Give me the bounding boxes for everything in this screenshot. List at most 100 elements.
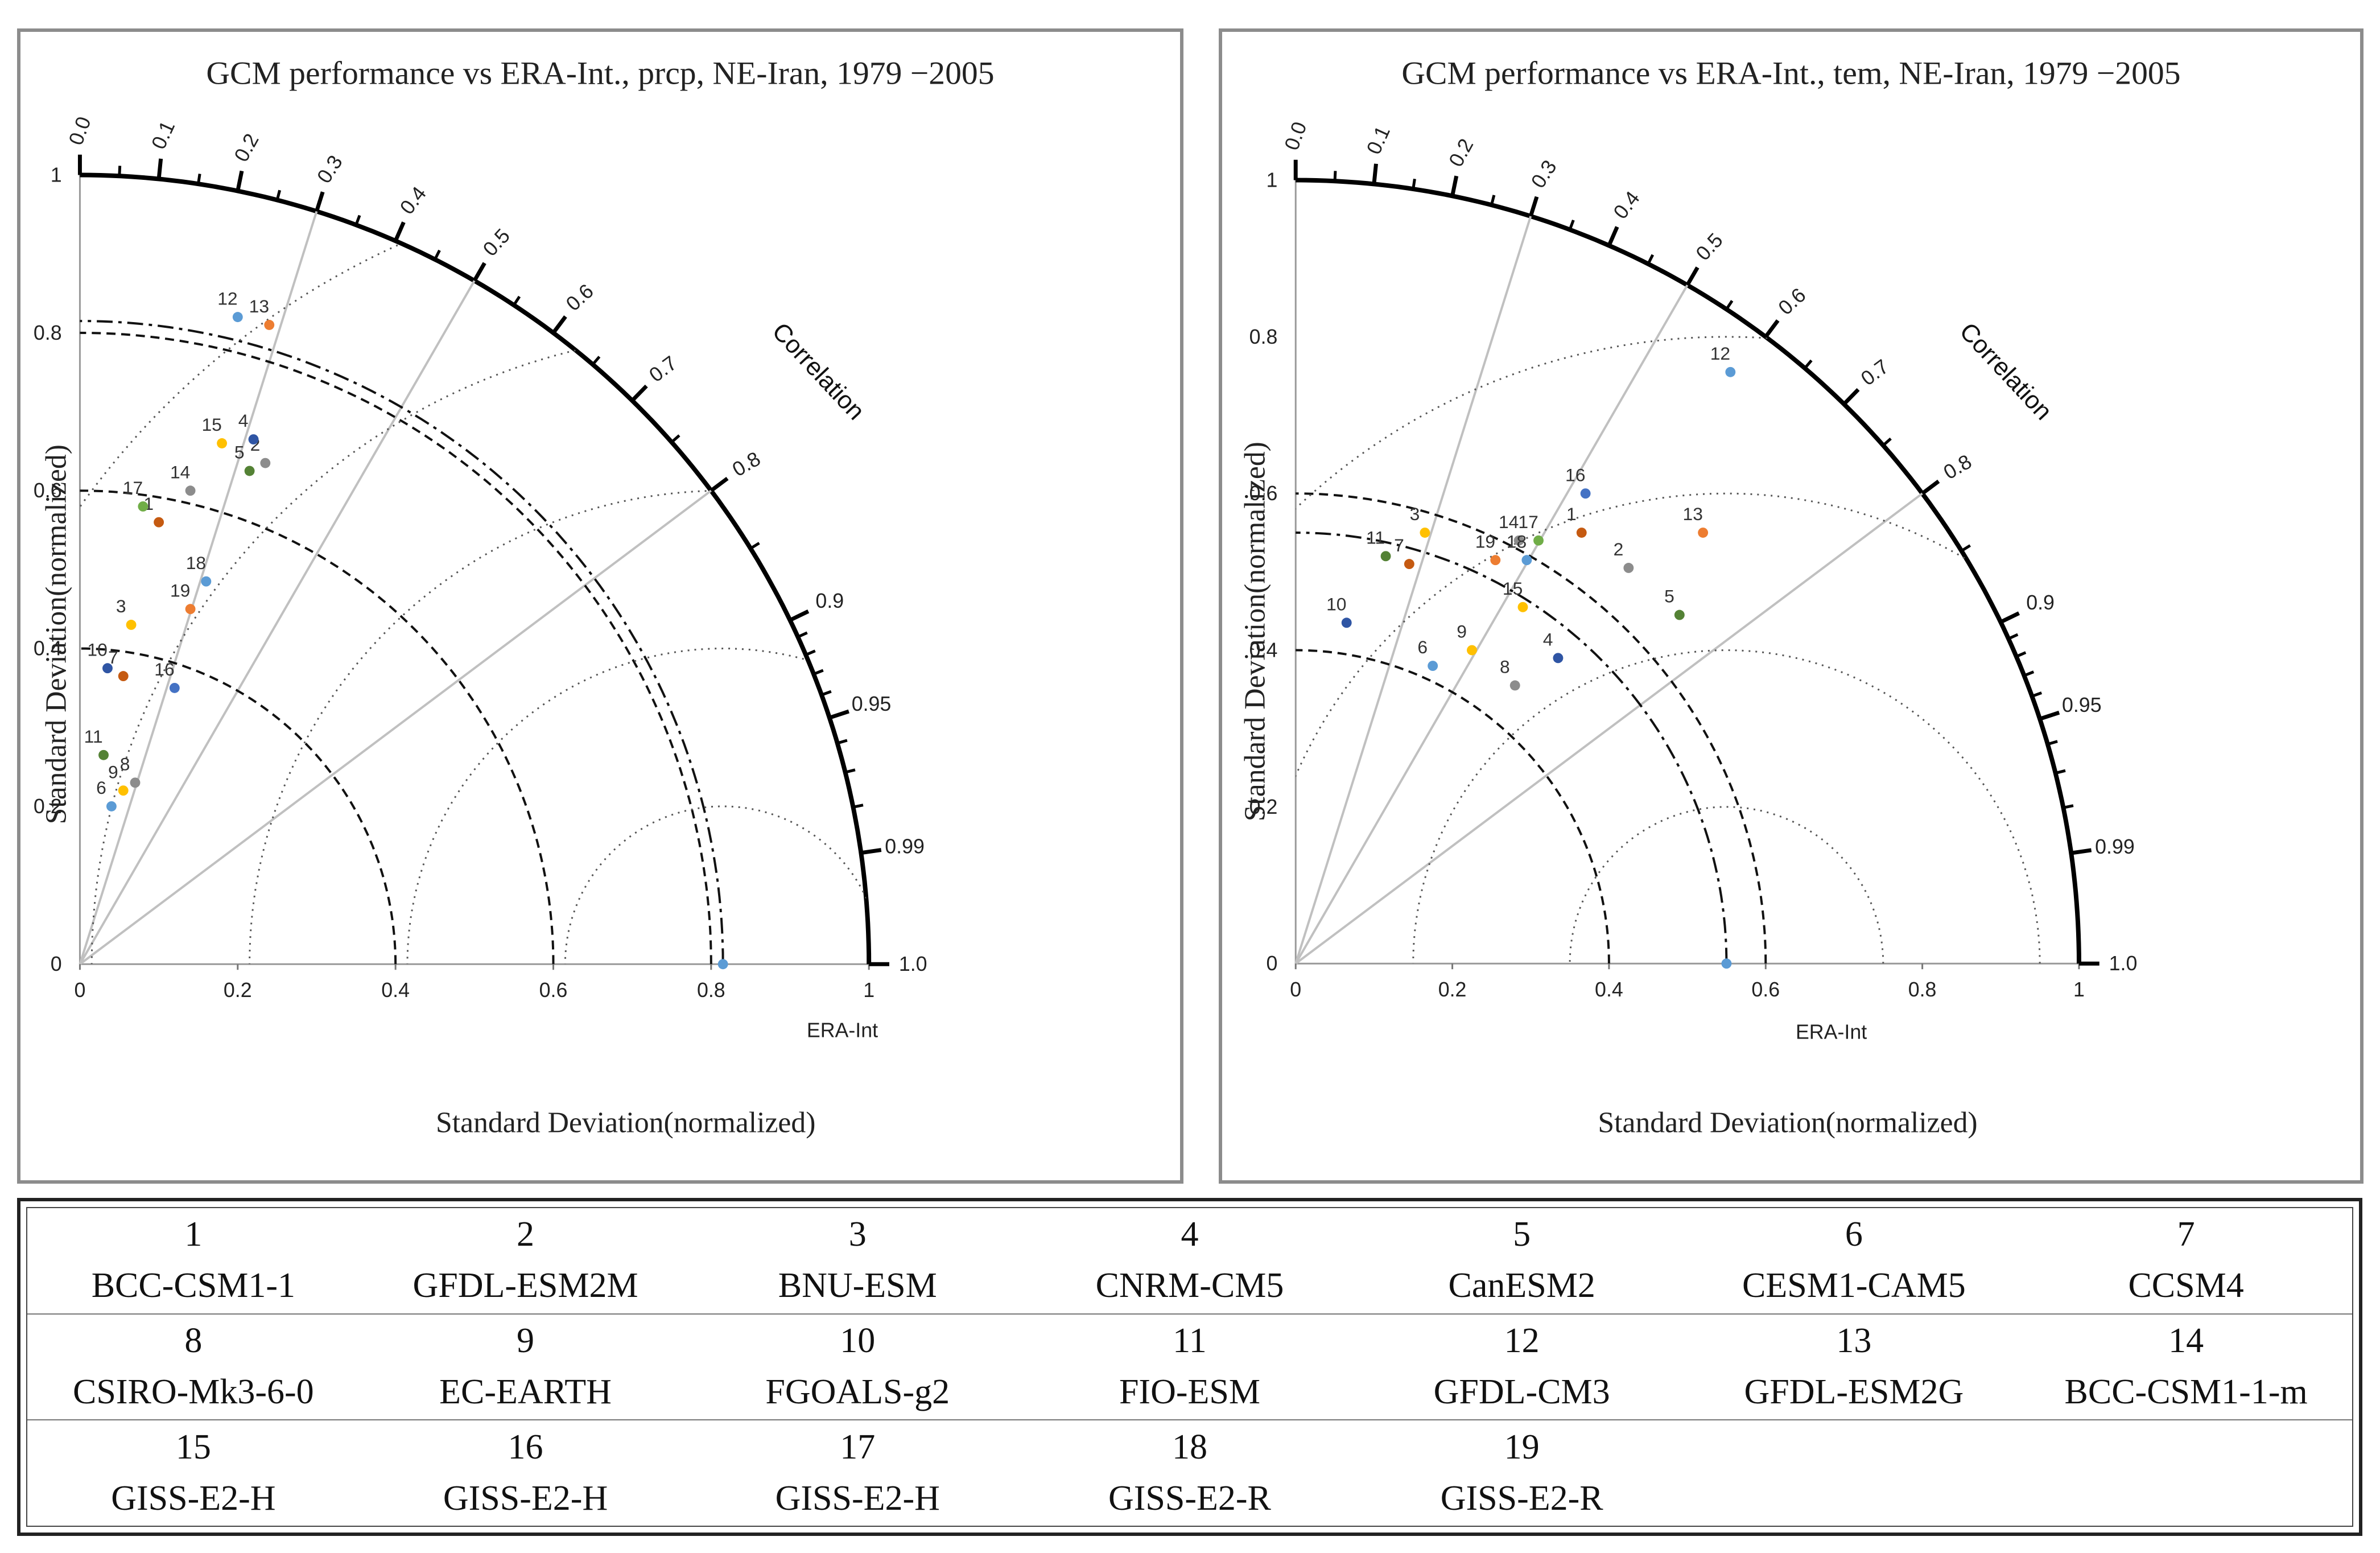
correlation-minor-tick [2031, 691, 2043, 698]
model-point-label: 14 [170, 462, 190, 482]
y-tick-label: 0.4 [34, 637, 62, 660]
legend-model-number: 14 [2168, 1321, 2204, 1361]
correlation-minor-tick [2063, 804, 2074, 809]
rms-arc [249, 489, 869, 965]
y-tick-label: 0.6 [34, 479, 62, 502]
correlation-minor-tick [1804, 359, 1813, 369]
legend-model-name: CESM1-CAM5 [1742, 1266, 1966, 1305]
y-axis-label: Standard Deviation(normalized) [1239, 442, 1272, 821]
correlation-major-tick [2039, 710, 2060, 721]
model-point [232, 312, 243, 323]
y-tick-label: 1 [51, 163, 62, 186]
model-point [98, 749, 109, 760]
legend-model-name: CNRM-CM5 [1095, 1266, 1284, 1305]
model-point-label: 17 [1518, 512, 1538, 532]
correlation-major-tick [156, 158, 163, 179]
model-point [1513, 535, 1524, 546]
reference-label: ERA-Int [807, 1019, 878, 1041]
legend-row: 8 CSIRO-Mk3-6-0 9 EC-EARTH 10 FGOALS-g2 11 FIO-… [27, 1313, 2352, 1420]
correlation-major-tick [315, 191, 325, 212]
model-point-label: 4 [238, 410, 249, 431]
correlation-major-tick [236, 170, 244, 192]
legend-model-number: 3 [848, 1215, 867, 1254]
legend-cell [1688, 1419, 2020, 1526]
model-point [154, 517, 164, 528]
taylor-diagram-prcp: GCM performance vs ERA-Int., prcp, NE-Ir… [17, 28, 1183, 1184]
model-point-label: 8 [1500, 657, 1510, 677]
legend-model-number: 19 [1504, 1427, 1540, 1467]
correlation-tick-label: 0.6 [562, 279, 598, 315]
model-point-label: 9 [1457, 621, 1467, 642]
legend-model-name: CCSM4 [2128, 1266, 2244, 1305]
correlation-tick-label: 0.9 [815, 590, 844, 612]
model-point-label: 1 [1566, 504, 1577, 524]
legend-model-name: GFDL-CM3 [1433, 1372, 1610, 1411]
model-point-label: 19 [170, 580, 190, 600]
reference-point [717, 959, 728, 970]
legend-cell: 6 CESM1-CAM5 [1688, 1208, 2020, 1314]
correlation-minor-tick [2008, 633, 2019, 640]
legend-model-number: 11 [1173, 1321, 1207, 1361]
legend-model-name: GISS-E2-H [443, 1478, 608, 1518]
y-tick-label: 0.6 [1249, 482, 1278, 505]
correlation-minor-tick [1647, 254, 1655, 265]
x-tick-label: 0 [74, 979, 85, 1002]
model-point-label: 11 [84, 726, 103, 747]
legend-model-number: 16 [508, 1427, 543, 1467]
model-point [244, 466, 255, 476]
correlation-tick-label: 0.4 [395, 182, 431, 219]
model-point-label: 2 [1614, 539, 1624, 559]
model-point [1404, 559, 1414, 570]
correlation-tick-label: 0.5 [1692, 229, 1727, 265]
legend-model-number: 8 [184, 1321, 203, 1361]
legend-model-name: GFDL-ESM2G [1744, 1372, 1964, 1411]
model-point-label: 13 [1683, 504, 1703, 524]
legend-model-name: CSIRO-Mk3-6-0 [73, 1372, 314, 1411]
correlation-minor-tick [1412, 179, 1416, 190]
model-point-label: 3 [116, 596, 126, 616]
rms-arc [1296, 336, 2079, 964]
legend-model-name: GISS-E2-H [111, 1478, 276, 1518]
model-point-label: 18 [186, 553, 206, 573]
model-point [1725, 366, 1736, 377]
legend-model-number: 18 [1172, 1427, 1207, 1467]
legend-cell: 9 EC-EARTH [359, 1313, 692, 1420]
model-point-label: 10 [87, 639, 107, 660]
correlation-major-tick [1372, 163, 1378, 184]
legend-model-name: BCC-CSM1-1-m [2064, 1372, 2308, 1411]
correlation-line [1295, 492, 1923, 965]
correlation-major-tick [1607, 226, 1619, 246]
std-arc [1296, 649, 1610, 964]
legend-cell: 15 GISS-E2-H [27, 1419, 360, 1526]
correlation-tick-label: 0.2 [230, 130, 263, 166]
correlation-minor-tick [2023, 670, 2035, 677]
legend-model-number: 6 [1845, 1215, 1863, 1254]
correlation-tick-label: 0.5 [479, 224, 514, 261]
model-point [1509, 680, 1520, 691]
model-point [126, 620, 137, 630]
model-point-label: 16 [1565, 464, 1585, 485]
correlation-tick-label: 0.2 [1445, 135, 1478, 171]
x-tick-label: 0.8 [697, 979, 725, 1002]
model-point-label: 17 [123, 477, 143, 498]
correlation-major-tick [1921, 479, 1940, 495]
correlation-minor-tick [275, 190, 282, 201]
correlation-tick-label: 0.9 [2026, 591, 2055, 614]
legend-cell [2020, 1419, 2352, 1526]
model-point [1580, 488, 1591, 499]
model-point [1341, 617, 1352, 628]
model-point [260, 458, 271, 468]
rms-arc [564, 805, 869, 965]
correlation-line [79, 211, 318, 965]
correlation-major-tick [1999, 611, 2020, 624]
rms-arc [1412, 649, 2041, 964]
model-point-label: 3 [1410, 504, 1420, 524]
correlation-tick-label: 0.4 [1609, 187, 1644, 223]
correlation-major-tick [828, 709, 849, 720]
legend-model-name: EC-EARTH [439, 1372, 612, 1411]
correlation-minor-tick [2015, 651, 2027, 658]
legend-cell: 10 FGOALS-g2 [691, 1313, 1024, 1420]
model-point-label: 5 [1664, 586, 1674, 607]
model-point [185, 604, 196, 615]
correlation-line [1294, 216, 1532, 964]
